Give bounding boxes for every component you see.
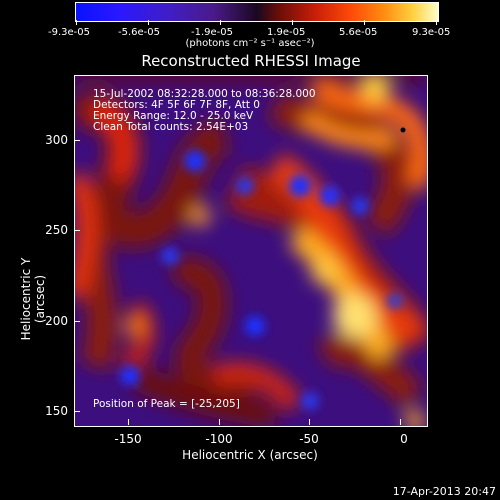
colorbar-tick	[220, 20, 221, 25]
colorbar-tick	[364, 20, 365, 25]
energy-range-line: Energy Range: 12.0 - 25.0 keV	[93, 110, 254, 122]
detectors-line: Detectors: 4F 5F 6F 7F 8F, Att 0	[93, 99, 260, 111]
colorbar	[76, 3, 438, 21]
colorbar-units: (photons cm⁻² s⁻¹ asec⁻²)	[185, 38, 315, 49]
observation-time: 15-Jul-2002 08:32:28.000 to 08:36:28.000	[93, 88, 316, 100]
x-tick-label: -150	[114, 432, 142, 446]
colorbar-tick	[148, 20, 149, 25]
x-tick	[309, 419, 310, 425]
y-tick-label: 150	[45, 404, 68, 418]
y-axis-title: Heliocentric Y (arcsec)	[19, 257, 47, 341]
colorbar-frame	[75, 2, 439, 22]
intensity-map	[75, 76, 427, 426]
rhessi-image: 15-Jul-2002 08:32:28.000 to 08:36:28.000…	[74, 75, 428, 427]
plot-title: Reconstructed RHESSI Image	[141, 52, 361, 70]
algorithm-counts-line: Clean Total counts: 2.54E+03	[93, 121, 249, 133]
x-tick-label: -100	[205, 432, 233, 446]
y-tick-label: 300	[45, 133, 68, 147]
y-tick	[74, 230, 80, 231]
peak-position: Position of Peak = [-25,205]	[93, 398, 240, 410]
colorbar-tick-label: 1.9e-05	[267, 27, 306, 38]
y-tick-label: 250	[45, 223, 68, 237]
y-tick	[74, 140, 80, 141]
y-tick-label: 200	[45, 314, 68, 328]
colorbar-tick-label: -5.6e-05	[118, 27, 160, 38]
x-tick-label: -50	[299, 432, 319, 446]
x-axis-title: Heliocentric X (arcsec)	[182, 448, 318, 462]
x-tick	[219, 419, 220, 425]
colorbar-tick-label: 9.3e-05	[412, 27, 451, 38]
y-tick	[74, 411, 80, 412]
colorbar-tick	[436, 20, 437, 25]
colorbar-tick-label: -9.3e-05	[48, 27, 90, 38]
colorbar-tick-label: -1.9e-05	[191, 27, 233, 38]
x-tick	[128, 419, 129, 425]
x-tick-label: 0	[400, 432, 408, 446]
colorbar-tick-label: 5.6e-05	[339, 27, 378, 38]
colorbar-tick	[76, 20, 77, 25]
y-tick	[74, 321, 80, 322]
x-tick	[400, 419, 401, 425]
timestamp: 17-Apr-2013 20:47	[392, 485, 496, 498]
colorbar-tick	[292, 20, 293, 25]
